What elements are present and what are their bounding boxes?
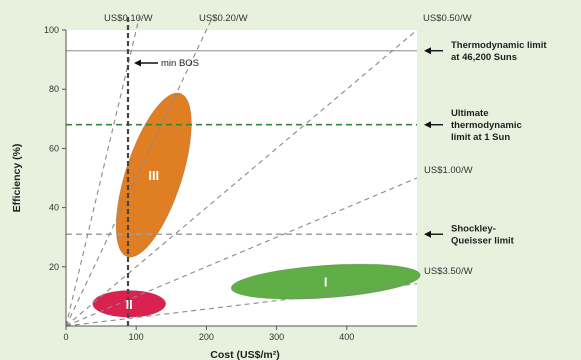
y-tick-label-0: 20 xyxy=(49,262,59,272)
limit-label-2-0: Shockley- xyxy=(451,224,496,235)
region-II-label: II xyxy=(126,297,133,312)
region-III-label: III xyxy=(148,168,159,183)
limit-label-1-2: limit at 1 Sun xyxy=(451,132,510,143)
limit-arrowhead-0 xyxy=(424,47,431,55)
x-tick-label-0: 0 xyxy=(63,332,68,342)
cost-line-label-1: US$0.20/W xyxy=(199,13,248,24)
region-I-label: I xyxy=(324,275,328,290)
limit-arrowhead-2 xyxy=(424,230,431,238)
limit-label-2-1: Queisser limit xyxy=(451,236,515,247)
region-II-ellipse xyxy=(92,290,167,318)
cost-line-label-2: US$0.50/W xyxy=(423,13,472,24)
y-tick-label-2: 60 xyxy=(49,143,59,153)
cost-line-4 xyxy=(65,283,418,327)
limits-layer xyxy=(66,50,417,236)
cost-line-label-4: US$3.50/W xyxy=(424,266,473,277)
limit-label-0-0: Thermodynamic limit xyxy=(451,40,547,51)
min-bos-arrowhead xyxy=(134,59,141,67)
x-axis-title: Cost (US$/m²) xyxy=(210,349,279,360)
limit-label-1-1: thermodynamic xyxy=(451,120,522,131)
x-tick-label-4: 400 xyxy=(339,332,354,342)
x-tick-label-3: 300 xyxy=(269,332,284,342)
y-tick-label-4: 100 xyxy=(44,25,59,35)
ticks-layer: 0 100 200 300 400 20 40 60 80 100 xyxy=(44,25,354,342)
limit-label-1-0: Ultimate xyxy=(451,108,488,119)
min-bos-layer: min BOS xyxy=(126,16,199,326)
regions-layer xyxy=(92,92,421,318)
x-tick-label-1: 100 xyxy=(129,332,144,342)
limit-label-0-1: at 46,200 Suns xyxy=(451,52,517,63)
cost-line-3 xyxy=(65,177,418,327)
cost-line-label-3: US$1.00/W xyxy=(424,165,473,176)
x-tick-label-2: 200 xyxy=(199,332,214,342)
cost-line-2 xyxy=(65,29,418,327)
cost-line-1 xyxy=(65,15,214,327)
y-tick-label-1: 40 xyxy=(49,203,59,213)
min-bos-label: min BOS xyxy=(161,58,199,69)
y-axis-title: Efficiency (%) xyxy=(11,144,23,213)
limit-arrowhead-1 xyxy=(424,121,431,129)
region-I-ellipse xyxy=(230,263,421,300)
region-III-ellipse xyxy=(115,92,192,258)
y-tick-label-3: 80 xyxy=(49,84,59,94)
